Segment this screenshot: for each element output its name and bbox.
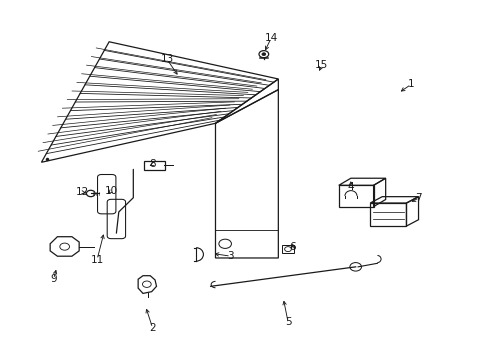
Text: 3: 3 (226, 251, 233, 261)
Text: 15: 15 (315, 60, 328, 70)
Text: 11: 11 (90, 255, 103, 265)
Circle shape (262, 53, 265, 55)
Text: 6: 6 (289, 242, 296, 252)
Text: 5: 5 (284, 317, 291, 327)
Text: 7: 7 (414, 193, 421, 203)
Text: 4: 4 (347, 182, 353, 192)
Text: 9: 9 (50, 274, 57, 284)
Text: 13: 13 (160, 54, 173, 64)
Text: 12: 12 (76, 188, 89, 197)
Text: 10: 10 (105, 186, 118, 195)
Text: 2: 2 (149, 323, 156, 333)
Text: 1: 1 (407, 79, 414, 89)
Text: 14: 14 (264, 33, 277, 43)
Text: 8: 8 (149, 159, 156, 169)
